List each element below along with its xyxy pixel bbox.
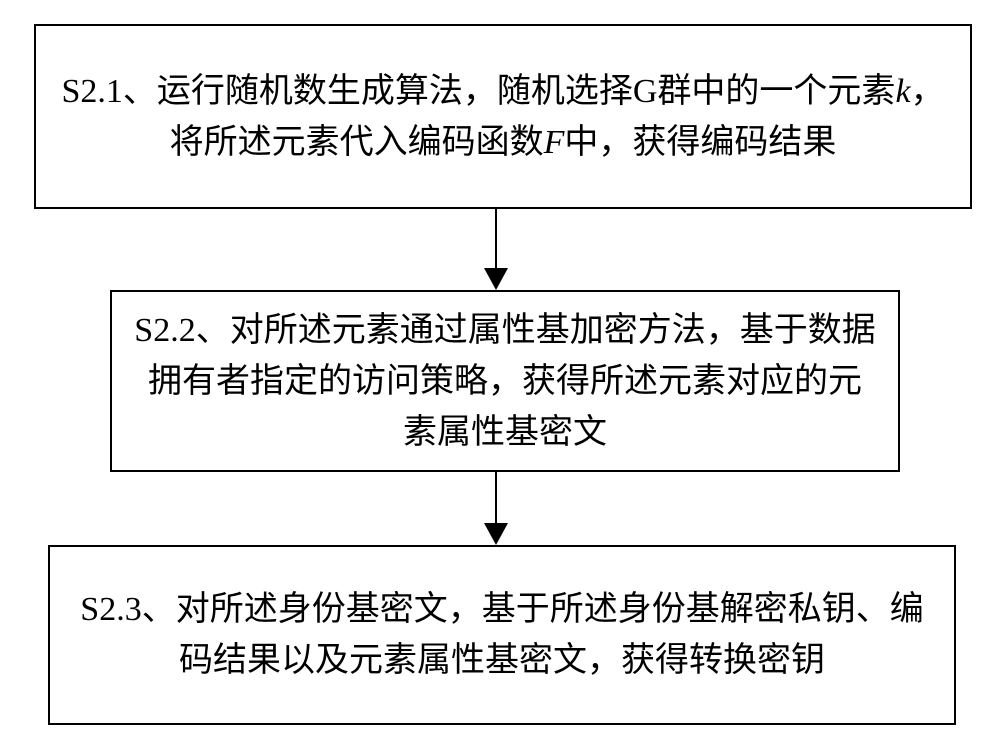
- flowchart-arrow: [482, 472, 510, 545]
- node-text: S2.1、运行随机数生成算法，随机选择G群中的一个元素k，将所述元素代入编码函数…: [56, 66, 950, 168]
- text-segment: 中，获得编码结果: [564, 124, 836, 161]
- node-text: S2.3、对所述身份基密文，基于所述身份基解密私钥、编码结果以及元素属性基密文，…: [70, 584, 934, 686]
- flowchart-node-s2-2: S2.2、对所述元素通过属性基加密方法，基于数据拥有者指定的访问策略，获得所述元…: [110, 290, 900, 472]
- text-italic-f: F: [544, 124, 565, 161]
- text-italic-k: k: [895, 73, 910, 110]
- node-text: S2.2、对所述元素通过属性基加密方法，基于数据拥有者指定的访问策略，获得所述元…: [132, 305, 878, 458]
- flowchart-node-s2-3: S2.3、对所述身份基密文，基于所述身份基解密私钥、编码结果以及元素属性基密文，…: [48, 545, 956, 725]
- flowchart-canvas: S2.1、运行随机数生成算法，随机选择G群中的一个元素k，将所述元素代入编码函数…: [0, 0, 1000, 731]
- text-segment: S2.1、运行随机数生成算法，随机选择G群中的一个元素: [61, 73, 895, 110]
- flowchart-arrow: [482, 209, 510, 290]
- flowchart-node-s2-1: S2.1、运行随机数生成算法，随机选择G群中的一个元素k，将所述元素代入编码函数…: [34, 24, 972, 209]
